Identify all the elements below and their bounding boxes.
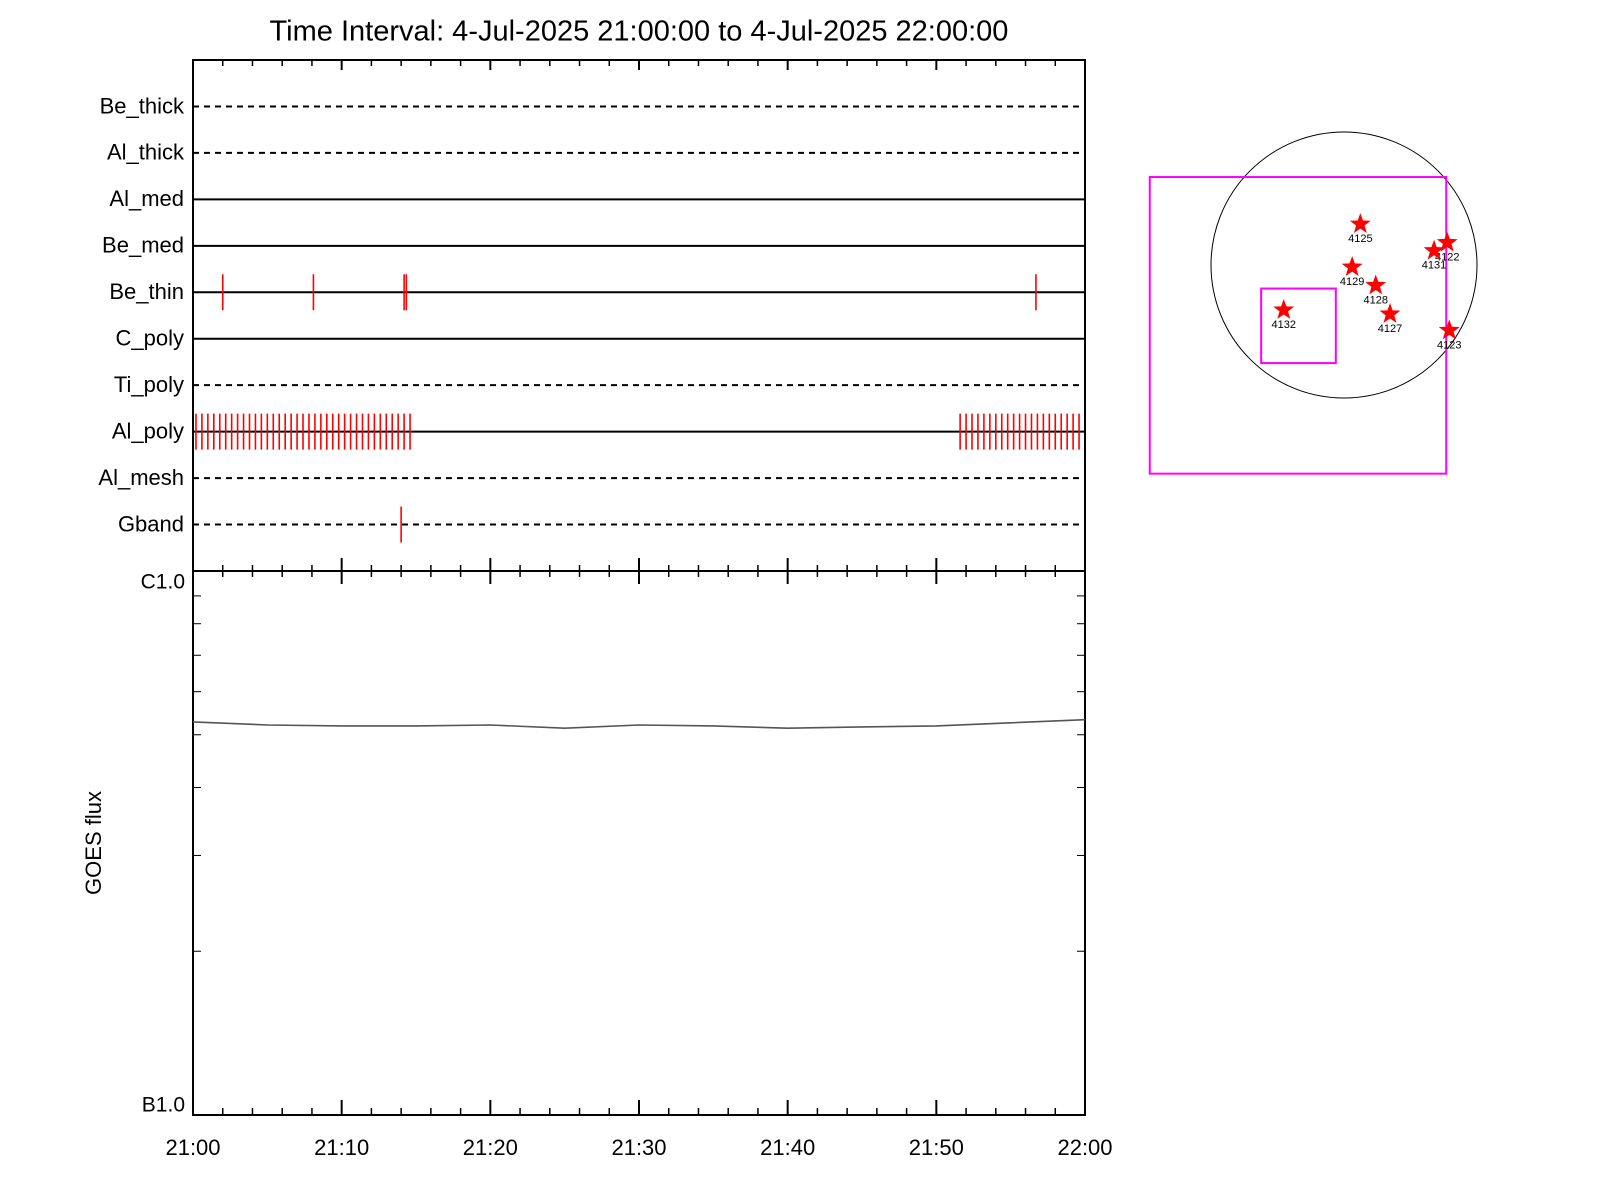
row-label: Al_thick xyxy=(107,140,185,165)
region-star xyxy=(1349,213,1371,233)
solar-disk xyxy=(1210,131,1478,399)
region-star xyxy=(1379,303,1401,323)
x-tick-label: 22:00 xyxy=(1057,1135,1112,1160)
region-label: 4125 xyxy=(1348,233,1372,245)
region-star xyxy=(1423,239,1445,260)
y-tick-label: C1.0 xyxy=(141,571,185,594)
flux-line xyxy=(192,718,1086,730)
region-label: 4128 xyxy=(1363,294,1387,306)
y-tick-label: B1.0 xyxy=(142,1094,185,1117)
row-label: Al_poly xyxy=(112,418,184,443)
region-label: 4122 xyxy=(1435,251,1459,263)
region-label: 4127 xyxy=(1378,323,1402,335)
x-tick-label: 21:20 xyxy=(463,1135,518,1160)
region-label: 4132 xyxy=(1271,319,1295,331)
row-label: C_poly xyxy=(116,326,184,351)
region-star xyxy=(1273,299,1295,319)
row-label: Ti_poly xyxy=(114,372,184,397)
x-tick-label: 21:40 xyxy=(760,1135,815,1160)
x-tick-label: 21:30 xyxy=(611,1135,666,1160)
region-star xyxy=(1436,231,1458,252)
row-label: Al_med xyxy=(109,186,184,211)
row-label: Be_med xyxy=(102,233,184,258)
field-of-view xyxy=(1260,287,1337,365)
row-label: Be_thin xyxy=(109,279,184,304)
region-star xyxy=(1341,256,1363,276)
region-label: 4131 xyxy=(1422,260,1446,272)
row-label: Al_mesh xyxy=(98,465,184,490)
title: Time Interval: 4-Jul-2025 21:00:00 to 4-… xyxy=(270,16,1009,48)
region-star xyxy=(1438,319,1460,340)
x-tick-label: 21:00 xyxy=(165,1135,220,1160)
region-label: 4129 xyxy=(1340,276,1364,288)
y-axis-label: GOES flux xyxy=(81,791,106,895)
row-label: Gband xyxy=(118,511,184,536)
region-label: 4123 xyxy=(1437,339,1461,351)
region-star xyxy=(1365,274,1387,295)
x-tick-label: 21:10 xyxy=(314,1135,369,1160)
x-tick-label: 21:50 xyxy=(909,1135,964,1160)
field-of-view xyxy=(1148,176,1448,475)
row-label: Be_thick xyxy=(100,93,185,118)
